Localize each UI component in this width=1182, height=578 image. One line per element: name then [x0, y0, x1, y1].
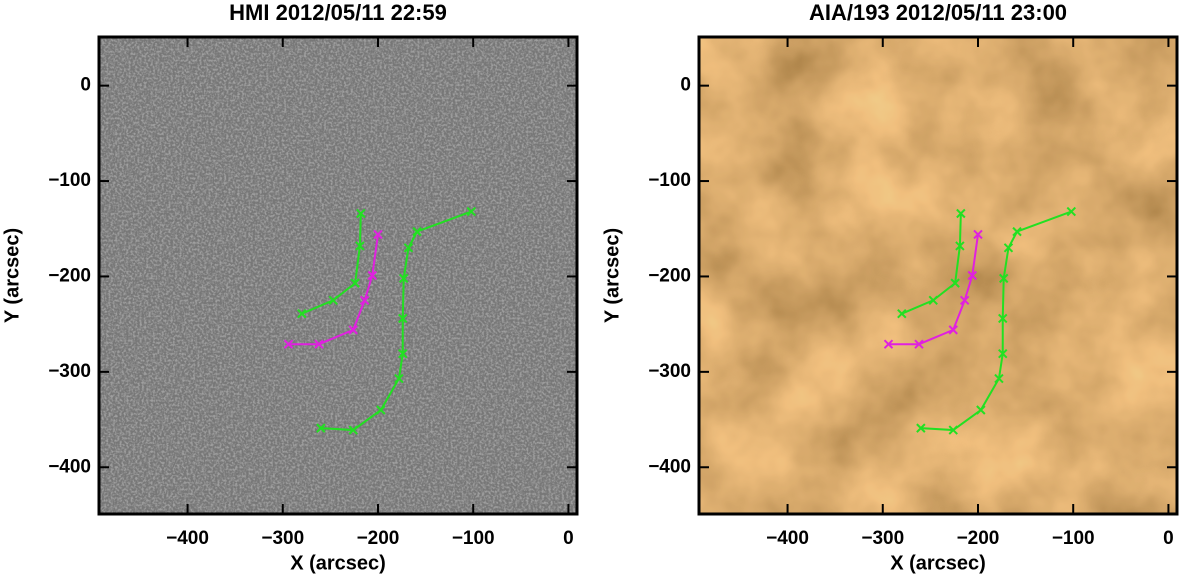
trace-marker — [928, 295, 938, 306]
trace-marker — [1012, 226, 1022, 237]
chart-title: AIA/193 2012/05/11 23:00 — [809, 0, 1067, 25]
trace-marker — [356, 208, 366, 219]
trace-marker — [316, 423, 326, 433]
trace-marker — [998, 273, 1009, 284]
y-tick-label: −100 — [48, 170, 91, 191]
trace-marker — [376, 405, 386, 415]
trace-marker — [959, 295, 970, 306]
trace-marker — [328, 295, 338, 306]
trace-marker — [412, 226, 422, 237]
trace-marker — [897, 308, 907, 319]
trace-marker — [1066, 206, 1077, 217]
y-tick-label: 0 — [80, 75, 91, 96]
trace-marker — [359, 295, 370, 306]
trace-marker — [350, 278, 360, 288]
trace-marker — [973, 229, 983, 240]
trace-marker — [348, 425, 358, 435]
trace-marker — [948, 325, 958, 335]
trace-line — [920, 210, 1072, 432]
y-tick-label: −300 — [48, 361, 91, 382]
y-tick-label: −400 — [48, 456, 91, 477]
trace-marker — [956, 208, 966, 219]
y-tick-label: −100 — [648, 170, 691, 191]
y-axis-label: Y (arcsec) — [1, 228, 23, 323]
magnetogram-texture — [99, 37, 577, 514]
x-tick-label: −400 — [766, 528, 809, 549]
trace-marker — [914, 339, 924, 349]
x-tick-label: −300 — [261, 528, 304, 549]
y-tick-label: −300 — [648, 361, 691, 382]
trace-marker — [466, 206, 477, 217]
trace-marker — [998, 349, 1008, 359]
x-axis-label: X (arcsec) — [290, 552, 386, 574]
x-tick-label: −100 — [1052, 528, 1095, 549]
trace-marker — [394, 373, 404, 384]
x-tick-label: −300 — [861, 528, 904, 549]
trace-marker — [403, 243, 414, 253]
trace-marker — [994, 373, 1004, 384]
trace-marker — [967, 270, 977, 281]
chart-title: HMI 2012/05/11 22:59 — [229, 0, 447, 25]
y-tick-label: −400 — [648, 456, 691, 477]
trace-marker — [355, 241, 365, 251]
trace-marker — [297, 308, 307, 319]
trace-marker — [348, 325, 358, 335]
trace-marker — [998, 313, 1008, 324]
trace-marker — [283, 339, 294, 349]
x-tick-label: −400 — [166, 528, 209, 549]
trace-marker — [948, 425, 958, 435]
y-tick-label: −200 — [48, 265, 91, 286]
trace-marker — [916, 423, 926, 433]
trace-line — [288, 234, 379, 346]
trace-marker — [955, 241, 965, 251]
y-axis-label: Y (arcsec) — [601, 228, 623, 323]
trace-marker — [950, 278, 960, 288]
trace-line — [888, 234, 979, 346]
trace-line — [320, 210, 472, 432]
x-tick-label: −200 — [357, 528, 400, 549]
trace-marker — [373, 229, 383, 240]
trace-marker — [367, 270, 377, 281]
trace-marker — [398, 313, 408, 324]
trace-marker — [314, 339, 324, 349]
trace-marker — [398, 273, 409, 284]
euv-texture — [699, 37, 1177, 514]
x-axis-label: X (arcsec) — [890, 552, 986, 574]
x-tick-label: −100 — [452, 528, 495, 549]
trace-marker — [976, 405, 986, 415]
trace-marker — [1003, 243, 1014, 253]
x-tick-label: −200 — [957, 528, 1000, 549]
x-tick-label: 0 — [563, 528, 574, 549]
x-tick-label: 0 — [1163, 528, 1174, 549]
y-tick-label: −200 — [648, 265, 691, 286]
trace-marker — [883, 339, 894, 349]
trace-marker — [398, 349, 408, 359]
y-tick-label: 0 — [680, 75, 691, 96]
